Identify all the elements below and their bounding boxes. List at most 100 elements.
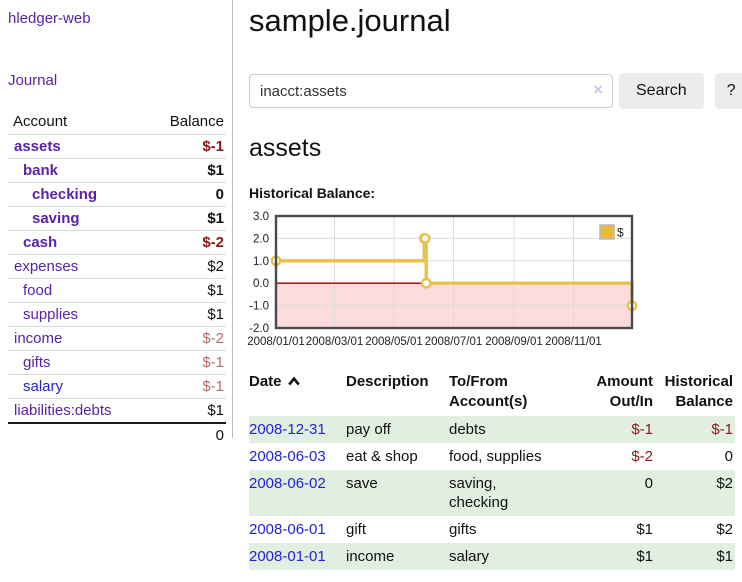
sidebar: hledger-web Journal Account Balance asse…: [0, 0, 233, 582]
account-link-assets[interactable]: assets: [14, 138, 61, 155]
account-link-bank[interactable]: bank: [23, 162, 59, 179]
transaction-description: income: [346, 548, 395, 565]
register-table: Date Description To/From Account(s) Amou…: [249, 370, 735, 570]
transaction-amount: $1: [636, 548, 653, 565]
x-tick-label: 2008/05/01: [365, 336, 423, 348]
account-row: food $1: [8, 278, 226, 303]
y-tick-label: 3.0: [253, 211, 269, 223]
transaction-description: eat & shop: [346, 448, 418, 465]
column-header-accounts: To/From Account(s): [449, 373, 528, 410]
account-row: assets $-1: [8, 134, 226, 159]
clear-search-icon[interactable]: ×: [593, 80, 603, 99]
transaction-accounts: gifts: [449, 521, 477, 538]
account-row: cash $-2: [8, 230, 226, 255]
accounts-table: Account Balance assets $-1 bank $1 check…: [8, 110, 226, 447]
x-tick-label: 2008/09/01: [485, 336, 543, 348]
account-row: salary $-1: [8, 374, 226, 399]
transaction-amount: $-2: [631, 448, 653, 465]
account-balance: $1: [145, 398, 226, 423]
account-balance: 0: [145, 182, 226, 207]
account-row: supplies $1: [8, 302, 226, 327]
register-row: 2008-06-02 save saving, checking 0 $2: [249, 470, 735, 516]
account-balance: $-1: [145, 134, 226, 159]
account-balance: $-1: [145, 374, 226, 399]
transaction-date-link[interactable]: 2008-06-01: [249, 521, 326, 538]
register-row: 2008-12-31 pay off debts $-1 $-1: [249, 416, 735, 443]
account-heading: assets: [249, 134, 322, 162]
sidebar-item-journal[interactable]: Journal: [8, 72, 58, 89]
y-tick-label: -1.0: [249, 301, 269, 313]
x-tick-label: 2008/11/01: [545, 336, 602, 348]
transaction-date-link[interactable]: 2008-01-01: [249, 548, 326, 565]
sidebar-nav: Journal: [8, 72, 233, 89]
data-point: [420, 277, 432, 289]
plot-border: [274, 214, 634, 330]
transaction-balance: $2: [716, 475, 733, 492]
account-link-checking[interactable]: checking: [32, 186, 98, 203]
account-column-header: Account: [13, 113, 68, 130]
register-row: 2008-06-01 gift gifts $1 $2: [249, 516, 735, 543]
search-input[interactable]: [249, 74, 613, 108]
account-link-salary[interactable]: salary: [23, 378, 64, 395]
help-button[interactable]: ?: [714, 73, 742, 109]
transaction-balance: $1: [716, 548, 733, 565]
app-title-link[interactable]: hledger-web: [8, 10, 91, 27]
transaction-amount: $-1: [631, 421, 653, 438]
y-tick-label: 2.0: [253, 233, 269, 245]
column-header-description: Description: [346, 373, 429, 390]
register-row: 2008-06-03 eat & shop food, supplies $-2…: [249, 443, 735, 470]
account-row: saving $1: [8, 206, 226, 231]
transaction-accounts: saving, checking: [449, 475, 509, 511]
account-balance: $1: [145, 206, 226, 231]
account-row: checking 0: [8, 182, 226, 207]
y-tick-label: 1.0: [253, 256, 269, 268]
transaction-description: gift: [346, 521, 367, 538]
account-balance: $1: [145, 278, 226, 303]
account-link-food[interactable]: food: [23, 282, 53, 299]
historical-balance-chart: 3.0 2.0 1.0 0.0 -1.0 -2.0 2008/01/01 2008/03/01…: [243, 211, 742, 354]
transaction-amount: 0: [644, 475, 653, 492]
transaction-description: pay off: [346, 421, 391, 438]
account-row: bank $1: [8, 158, 226, 183]
accounts-total-row: 0: [8, 422, 226, 447]
data-point: [419, 233, 431, 244]
account-link-expenses[interactable]: expenses: [14, 258, 79, 275]
account-row: liabilities:debts $1: [8, 398, 226, 423]
register-row: 2008-01-01 income salary $1 $1: [249, 543, 735, 570]
x-tick-label: 2008/01/01: [247, 336, 305, 348]
account-link-income[interactable]: income: [14, 330, 63, 347]
y-tick-label: -2.0: [249, 323, 269, 335]
sort-ascending-icon: [287, 376, 300, 386]
column-header-date[interactable]: Date: [249, 370, 346, 416]
account-balance: $-2: [145, 326, 226, 351]
transaction-date-link[interactable]: 2008-06-02: [249, 475, 326, 492]
chart-title: Historical Balance:: [249, 185, 376, 201]
transaction-balance: $2: [716, 521, 733, 538]
x-tick-label: 2008/03/01: [306, 336, 364, 348]
account-row: income $-2: [8, 326, 226, 351]
y-tick-label: 0.0: [253, 278, 269, 290]
transaction-date-link[interactable]: 2008-12-31: [249, 421, 326, 438]
account-row: expenses $2: [8, 254, 226, 279]
transaction-accounts: debts: [449, 421, 486, 438]
account-link-supplies[interactable]: supplies: [23, 306, 79, 323]
search-bar: × Search ?: [249, 73, 742, 109]
account-link-liabilities-debts[interactable]: liabilities:debts: [14, 402, 112, 419]
search-button[interactable]: Search: [619, 73, 704, 109]
transaction-amount: $1: [636, 521, 653, 538]
x-tick-label: 2008/07/01: [425, 336, 483, 348]
transaction-accounts: food, supplies: [449, 448, 542, 465]
account-row: gifts $-1: [8, 350, 226, 375]
account-link-gifts[interactable]: gifts: [23, 354, 51, 371]
legend-swatch: [599, 224, 615, 240]
app-brand: hledger-web: [8, 10, 233, 27]
account-link-cash[interactable]: cash: [23, 234, 58, 251]
account-balance: $1: [145, 302, 226, 327]
column-header-amount: Amount Out/In: [596, 373, 653, 410]
transaction-date-link[interactable]: 2008-06-03: [249, 448, 326, 465]
column-header-balance: Historical Balance: [664, 373, 733, 410]
balance-column-header: Balance: [169, 113, 224, 130]
page-title: sample.journal: [249, 3, 451, 38]
account-balance: $-1: [145, 350, 226, 375]
account-link-saving[interactable]: saving: [32, 210, 80, 227]
